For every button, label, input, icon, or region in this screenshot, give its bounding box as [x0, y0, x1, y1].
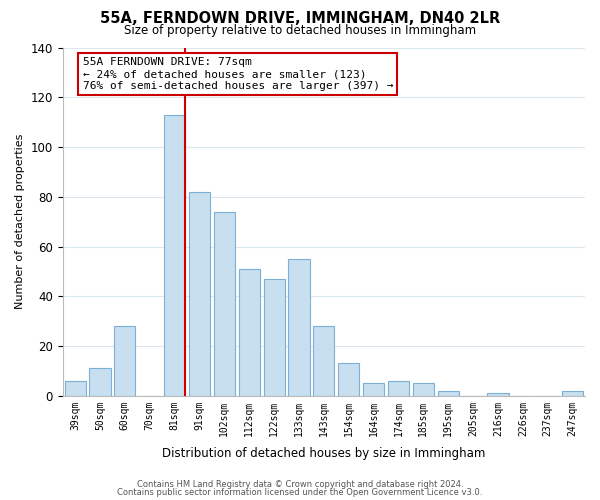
- Text: 55A FERNDOWN DRIVE: 77sqm
← 24% of detached houses are smaller (123)
76% of semi: 55A FERNDOWN DRIVE: 77sqm ← 24% of detac…: [83, 58, 393, 90]
- Bar: [487, 394, 509, 396]
- Bar: [437, 391, 459, 396]
- Text: Contains HM Land Registry data © Crown copyright and database right 2024.: Contains HM Land Registry data © Crown c…: [137, 480, 463, 489]
- Bar: [363, 384, 384, 396]
- Bar: [413, 384, 434, 396]
- Y-axis label: Number of detached properties: Number of detached properties: [15, 134, 25, 310]
- Bar: [189, 192, 210, 396]
- Bar: [338, 364, 359, 396]
- Bar: [388, 381, 409, 396]
- Bar: [562, 391, 583, 396]
- Bar: [164, 114, 185, 396]
- Text: Contains public sector information licensed under the Open Government Licence v3: Contains public sector information licen…: [118, 488, 482, 497]
- Bar: [214, 212, 235, 396]
- Bar: [289, 259, 310, 396]
- X-axis label: Distribution of detached houses by size in Immingham: Distribution of detached houses by size …: [162, 447, 485, 460]
- Bar: [263, 279, 284, 396]
- Bar: [313, 326, 334, 396]
- Bar: [65, 381, 86, 396]
- Text: 55A, FERNDOWN DRIVE, IMMINGHAM, DN40 2LR: 55A, FERNDOWN DRIVE, IMMINGHAM, DN40 2LR: [100, 11, 500, 26]
- Text: Size of property relative to detached houses in Immingham: Size of property relative to detached ho…: [124, 24, 476, 37]
- Bar: [239, 269, 260, 396]
- Bar: [89, 368, 110, 396]
- Bar: [114, 326, 136, 396]
